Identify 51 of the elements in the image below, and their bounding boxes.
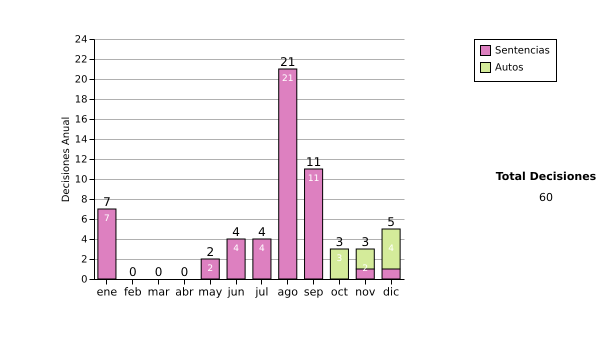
total-label: 21 bbox=[280, 55, 296, 69]
data-label: 2 bbox=[207, 264, 214, 274]
data-label: 4 bbox=[388, 244, 394, 254]
y-tick-label: 8 bbox=[81, 194, 88, 206]
total-label: 3 bbox=[361, 235, 370, 249]
x-tick-label: jul bbox=[254, 286, 268, 298]
x-tick-label: feb bbox=[124, 286, 142, 298]
x-tick-label: may bbox=[198, 286, 223, 298]
legend-label: Autos bbox=[495, 62, 524, 74]
legend-label: Sentencias bbox=[495, 46, 550, 56]
y-tick-label: 10 bbox=[74, 174, 88, 186]
y-axis-title: Decisiones Anual bbox=[60, 116, 72, 202]
x-tick-label: jun bbox=[226, 286, 245, 298]
y-tick-label: 16 bbox=[74, 114, 88, 126]
y-tick-label: 12 bbox=[74, 154, 88, 166]
data-label: 7 bbox=[104, 214, 110, 224]
text: Total Decisiones bbox=[494, 170, 598, 183]
total-label: 11 bbox=[306, 155, 322, 169]
x-tick-label: dic bbox=[383, 286, 400, 298]
data-label: 4 bbox=[259, 244, 266, 254]
y-tick-label: 20 bbox=[74, 74, 88, 86]
data-label: 11 bbox=[308, 174, 320, 184]
x-tick-label: ene bbox=[96, 286, 118, 298]
total-label: 3 bbox=[336, 235, 344, 249]
x-tick-label: ago bbox=[278, 286, 298, 298]
total-label: 0 bbox=[154, 265, 162, 279]
data-label: 4 bbox=[233, 244, 240, 254]
total-label: 4 bbox=[258, 225, 266, 239]
y-tick-label: 6 bbox=[81, 214, 88, 226]
data-label: 3 bbox=[336, 254, 342, 264]
x-tick-label: sep bbox=[304, 286, 324, 298]
y-tick-label: 22 bbox=[74, 54, 88, 66]
y-tick-label: 18 bbox=[74, 94, 88, 106]
total-label: 4 bbox=[232, 225, 240, 239]
x-tick-label: nov bbox=[355, 286, 376, 298]
y-tick-label: 2 bbox=[81, 254, 88, 266]
x-tick-label: abr bbox=[175, 286, 194, 298]
text: 60 bbox=[538, 191, 554, 204]
total-label: 5 bbox=[387, 215, 395, 229]
x-tick-label: oct bbox=[330, 286, 349, 298]
y-tick-label: 24 bbox=[74, 34, 88, 46]
data-label: 2 bbox=[362, 264, 368, 274]
total-label: 0 bbox=[180, 265, 188, 279]
y-tick-label: 0 bbox=[81, 274, 88, 286]
x-tick-label: mar bbox=[148, 286, 170, 298]
data-label: 21 bbox=[282, 74, 294, 84]
y-tick-label: 14 bbox=[74, 134, 88, 146]
total-label: 0 bbox=[128, 265, 137, 279]
total-label: 7 bbox=[103, 195, 111, 209]
y-tick-label: 4 bbox=[81, 234, 88, 246]
total-label: 2 bbox=[206, 245, 214, 259]
